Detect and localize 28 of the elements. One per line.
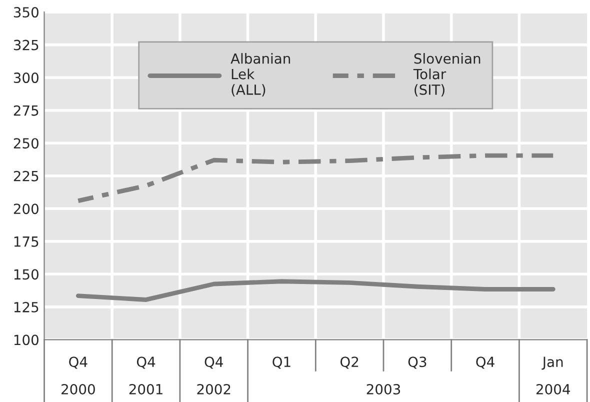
- y-tick-label: 275: [14, 105, 38, 116]
- x-tick-label: Q4: [136, 356, 156, 369]
- y-tick-label: 200: [14, 204, 38, 214]
- y-tick-label: 325: [14, 40, 38, 50]
- text: 2001: [129, 384, 162, 395]
- x-tick-label: Q2: [340, 356, 358, 369]
- x-tick-label: Q4: [476, 356, 494, 369]
- y-tick-label: 350: [14, 7, 38, 18]
- y-tick-label: 225: [14, 170, 38, 182]
- x-tick-label: Q4: [69, 356, 88, 369]
- x-tick-label: Jan: [542, 356, 563, 370]
- x-tick-label: Q1: [272, 356, 290, 369]
- y-tick-label: 100: [14, 334, 38, 346]
- y-tick-label: 300: [14, 72, 38, 84]
- y-tick-label: 125: [14, 302, 38, 312]
- y-tick-label: 175: [14, 236, 38, 247]
- y-tick-label: 250: [14, 138, 38, 149]
- text: 2002: [197, 384, 230, 395]
- text: 2000: [62, 384, 95, 395]
- line-series: [76, 279, 556, 302]
- text: 2004: [536, 384, 570, 395]
- text: 2003: [366, 384, 400, 395]
- x-tick-label: Q4: [204, 356, 223, 369]
- y-tick-label: 150: [14, 269, 38, 280]
- line-series: [76, 153, 556, 203]
- legend-label: Slovenian Tolar (SIT): [413, 53, 480, 97]
- x-tick-label: Q3: [408, 356, 426, 369]
- legend-label: Albanian Lek (ALL): [230, 53, 290, 97]
